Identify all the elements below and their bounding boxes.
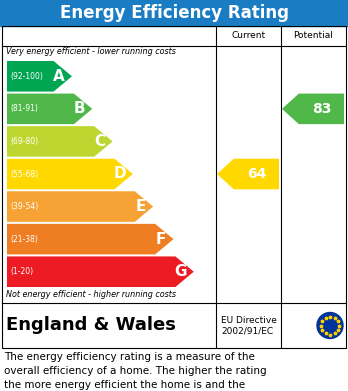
Polygon shape	[7, 159, 133, 189]
Circle shape	[317, 312, 343, 339]
Text: EU Directive: EU Directive	[221, 316, 277, 325]
Text: (21-38): (21-38)	[10, 235, 38, 244]
Text: A: A	[53, 69, 65, 84]
Text: E: E	[135, 199, 145, 214]
Polygon shape	[7, 126, 112, 157]
Text: (69-80): (69-80)	[10, 137, 38, 146]
Polygon shape	[7, 61, 72, 91]
Text: (81-91): (81-91)	[10, 104, 38, 113]
Text: 64: 64	[247, 167, 266, 181]
Text: Energy Efficiency Rating: Energy Efficiency Rating	[60, 4, 288, 22]
Text: 2002/91/EC: 2002/91/EC	[221, 326, 273, 335]
Text: Current: Current	[231, 32, 266, 41]
Text: D: D	[114, 167, 126, 181]
Text: B: B	[74, 101, 85, 117]
Polygon shape	[282, 93, 344, 124]
Text: (55-68): (55-68)	[10, 170, 38, 179]
Bar	[2, 26, 346, 348]
Text: Potential: Potential	[294, 32, 333, 41]
Text: (92-100): (92-100)	[10, 72, 43, 81]
Polygon shape	[7, 256, 194, 287]
Text: Not energy efficient - higher running costs: Not energy efficient - higher running co…	[6, 290, 176, 299]
Polygon shape	[7, 224, 173, 255]
Polygon shape	[7, 93, 92, 124]
Text: G: G	[175, 264, 187, 279]
Text: F: F	[156, 231, 166, 247]
Text: 83: 83	[312, 102, 331, 116]
Polygon shape	[217, 159, 279, 189]
Text: England & Wales: England & Wales	[6, 316, 176, 334]
Polygon shape	[7, 191, 153, 222]
Text: The energy efficiency rating is a measure of the
overall efficiency of a home. T: The energy efficiency rating is a measur…	[4, 352, 267, 391]
Text: (39-54): (39-54)	[10, 202, 38, 211]
Text: C: C	[94, 134, 105, 149]
Text: Very energy efficient - lower running costs: Very energy efficient - lower running co…	[6, 47, 176, 56]
Bar	[0, 0, 348, 26]
Text: (1-20): (1-20)	[10, 267, 33, 276]
